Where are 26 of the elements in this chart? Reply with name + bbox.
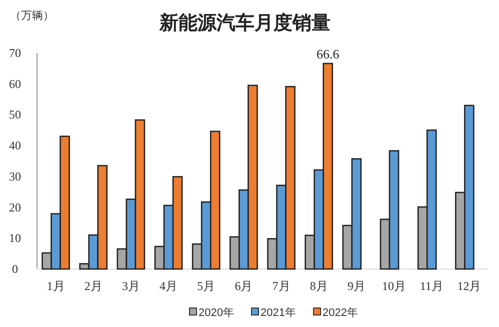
legend-label: 2021年: [260, 307, 296, 319]
x-tick-label: 11月: [420, 279, 444, 293]
y-axis-title: （万辆）: [10, 10, 54, 22]
data-label: 66.6: [316, 46, 340, 62]
x-tick-label: 6月: [234, 279, 253, 293]
y-tick-label: 60: [9, 76, 21, 91]
y-tick-label: 10: [9, 231, 21, 246]
x-tick-label: 3月: [122, 279, 140, 293]
y-tick-label: 50: [9, 108, 21, 122]
x-tick-label: 5月: [197, 279, 216, 293]
x-tick-label: 4月: [160, 279, 178, 293]
y-tick-label: 0: [12, 262, 18, 276]
legend-label: 2022年: [322, 307, 358, 319]
y-tick-label: 70: [9, 46, 21, 60]
x-tick-label: 9月: [347, 279, 366, 293]
x-tick-label: 7月: [272, 279, 290, 293]
x-tick-label: 1月: [46, 279, 65, 293]
x-tick-label: 8月: [310, 279, 328, 293]
x-tick-label: 10月: [382, 279, 406, 293]
x-tick-label: 2月: [84, 279, 102, 293]
chart-title: 新能源汽车月度销量: [158, 12, 330, 34]
x-tick-label: 12月: [457, 279, 482, 293]
legend-label: 2020年: [198, 307, 234, 319]
y-tick-label: 40: [9, 138, 21, 153]
y-tick-label: 30: [9, 169, 21, 184]
y-tick-label: 20: [9, 200, 21, 214]
